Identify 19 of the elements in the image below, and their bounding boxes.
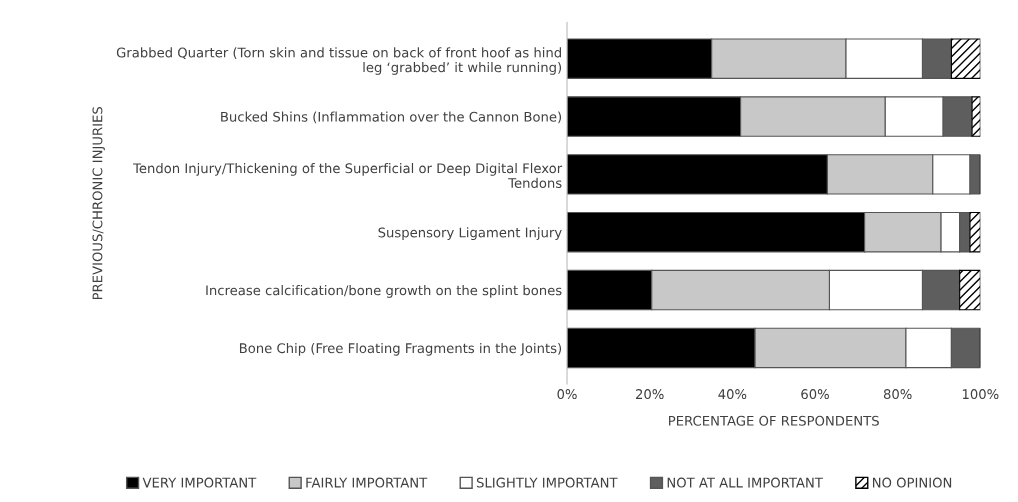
x-tick-label: 0%: [557, 389, 577, 400]
x-tick-label: 100%: [962, 389, 999, 400]
x-axis-title: PERCENTAGE OF RESPONDENTS: [669, 415, 879, 426]
y-tick-label: Grabbed Quarter (Torn skin and tissue on back of front hoof as hind leg ‘grabbed’ it while running): [116, 47, 562, 75]
y-tick-label: Bone Chip (Free Floating Fragments in the Joints): [239, 342, 562, 356]
y-tick-label: Suspensory Ligament Injury: [378, 227, 562, 240]
x-tick-label: 60%: [801, 389, 829, 400]
y-tick-label: Increase calcification/bone growth on the splint bones: [206, 285, 562, 298]
x-tick-label: 40%: [718, 389, 747, 400]
y-tick-label: Tendon Injury/Thickening of the Superficial or Deep Digital Flexor Tendons: [133, 162, 563, 188]
y-tick-label: Bucked Shins (Inflammation over the Cannon Bone): [221, 111, 562, 124]
legend-label: VERY IMPORTANT: [142, 477, 257, 488]
legend-label: FAIRLY IMPORTANT: [306, 477, 428, 488]
legend-label: SLIGHTLY IMPORTANT: [476, 477, 618, 488]
x-tick-label: 20%: [635, 389, 664, 400]
legend-label: NO OPINION: [873, 477, 952, 488]
x-tick-label: 80%: [883, 389, 912, 400]
legend-label: NOT AT ALL IMPORTANT: [667, 477, 823, 488]
y-axis-title: PREVIOUS/CHRONIC INJURIES: [92, 106, 105, 300]
